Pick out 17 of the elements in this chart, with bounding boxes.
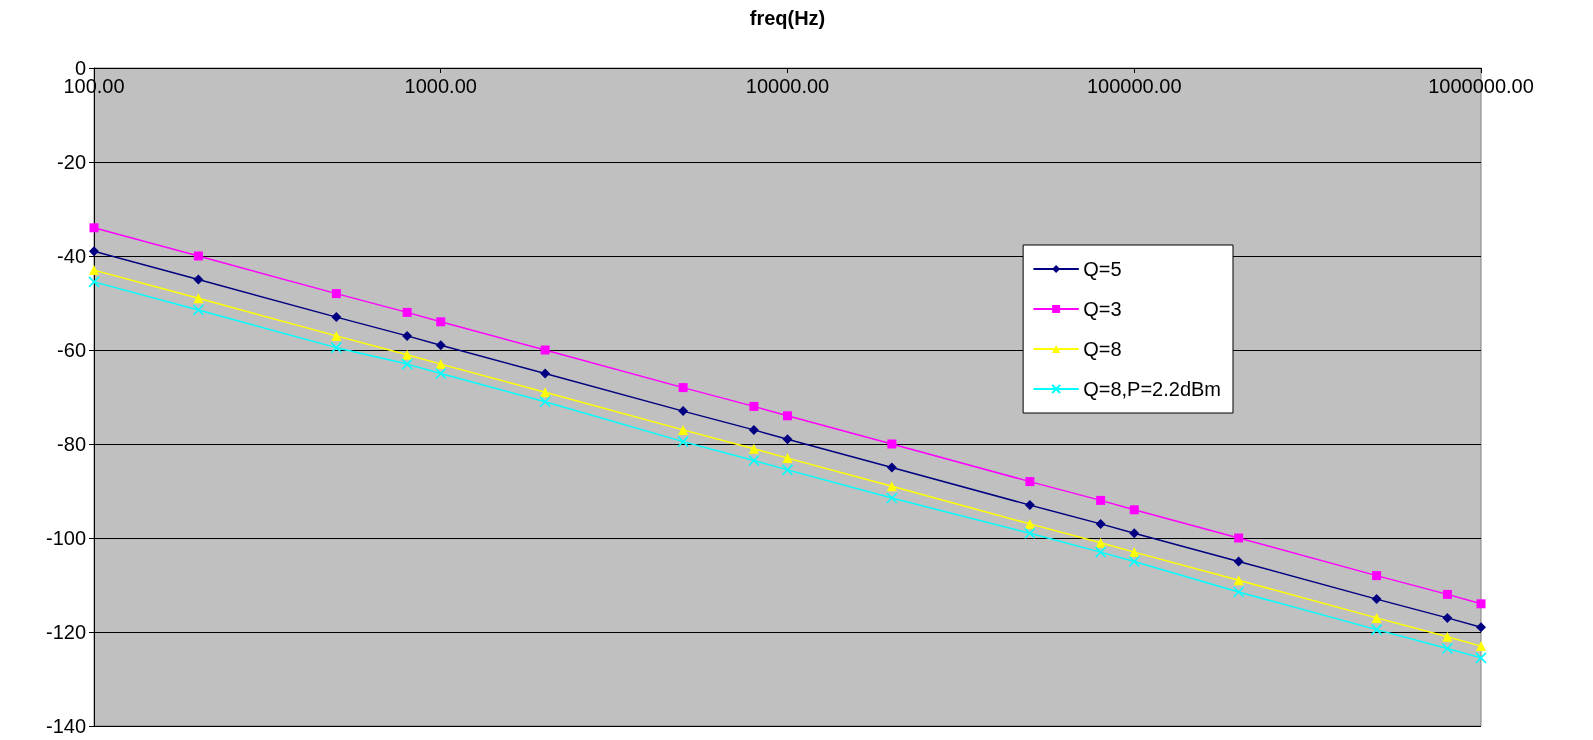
y-tick-label: -40 (57, 245, 86, 267)
y-tick-label: 0 (74, 57, 86, 79)
y-tick-label: -140 (45, 715, 86, 737)
x-tick-label: 100000.00 (1086, 75, 1182, 97)
x-tick-label: 1000000.00 (1428, 75, 1534, 97)
y-tick-label: -20 (57, 151, 86, 173)
legend-label: Q=8 (1083, 338, 1122, 360)
x-tick-label: 10000.00 (745, 75, 830, 97)
x-tick-label: 1000.00 (404, 75, 477, 97)
y-tick-label: -100 (45, 527, 86, 549)
x-axis-title: freq(Hz) (749, 7, 826, 29)
y-tick-label: -60 (57, 339, 86, 361)
legend-label: Q=5 (1083, 258, 1122, 280)
legend-label: Q=3 (1083, 298, 1122, 320)
legend-label: Q=8,P=2.2dBm (1083, 378, 1222, 400)
y-tick-label: -120 (45, 621, 86, 643)
y-tick-label: -80 (57, 433, 86, 455)
